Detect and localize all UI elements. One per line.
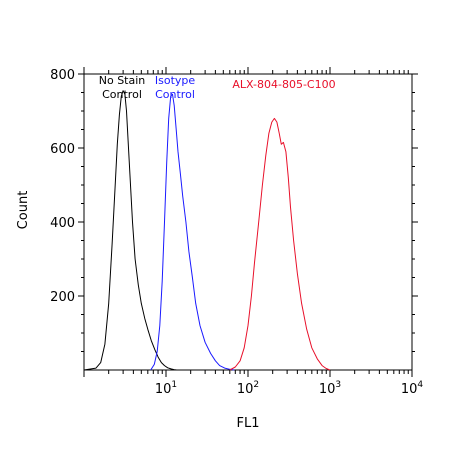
series-line-0: [83, 90, 177, 371]
series-layer: [83, 90, 331, 371]
x-tick-label-1000: 103: [319, 380, 341, 397]
annotation-1-line-1: Control: [155, 88, 195, 101]
y-tick-label-800: 800: [50, 68, 75, 83]
x-tick-label-10: 101: [155, 380, 177, 397]
series-line-2: [229, 117, 331, 371]
y-tick-label-600: 600: [50, 142, 75, 157]
annotation-2-line-0: ALX-804-805-C100: [232, 78, 335, 91]
annotation-0-line-1: Control: [102, 88, 142, 101]
annotation-1-line-0: Isotype: [155, 74, 196, 87]
annotation-0-line-0: No Stain: [99, 74, 146, 87]
annotation-layer: No StainControlIsotypeControlALX-804-805…: [99, 74, 336, 101]
y-axis: 200 400 600 800: [50, 68, 418, 352]
series-line-1: [150, 93, 235, 371]
y-tick-label-400: 400: [50, 216, 75, 231]
y-tick-label-200: 200: [50, 290, 75, 305]
x-tick-label-10000: 104: [401, 380, 424, 397]
x-axis: 101 102 103 104: [83, 67, 424, 397]
y-axis-title: Count: [16, 191, 31, 230]
x-axis-title: FL1: [237, 416, 260, 431]
x-tick-label-100: 102: [237, 380, 259, 397]
